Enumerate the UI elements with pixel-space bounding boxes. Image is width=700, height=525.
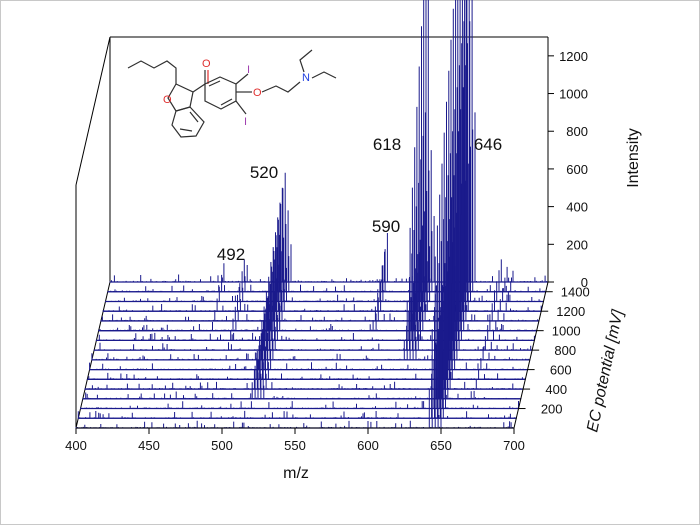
iodine-bond-bottom (235, 100, 247, 115)
atom-i-bottom: I (244, 116, 247, 128)
x-tick-label: 400 (65, 438, 87, 453)
potential-tick-label: 1200 (556, 304, 585, 319)
intensity-axis-title: Intensity (625, 128, 642, 188)
potential-tick-label: 800 (554, 343, 576, 358)
potential-tick-label: 200 (541, 402, 563, 417)
ether-chain (261, 81, 301, 93)
chart-axes: 400 450 500 550 600 650 700 0 200 400 600 800 1000 12… (65, 37, 590, 453)
intensity-tick-label: 1000 (559, 87, 588, 102)
ethyl-arm-2 (311, 71, 337, 79)
atom-i-top: I (247, 64, 250, 76)
peak-labels: 492 520 590 618 646 (217, 135, 502, 264)
aryl-double-2 (220, 98, 233, 106)
chemical-structure-image (127, 49, 337, 138)
potential-tick-label: 1400 (561, 285, 590, 300)
potential-tick-label: 600 (550, 363, 572, 378)
ethyl-arm-1 (299, 49, 313, 73)
benzo-double-2 (189, 111, 199, 123)
chemical-structure-atoms: O I I O N O (163, 58, 310, 128)
intensity-tick-label: 1200 (559, 49, 588, 64)
iodine-bond-top (235, 73, 249, 85)
intensity-tick-label: 600 (566, 162, 588, 177)
intensity-tick-label: 800 (566, 124, 588, 139)
peak-label-492: 492 (217, 245, 245, 264)
peak-label-590: 590 (372, 217, 400, 236)
intensity-tick-label: 200 (566, 237, 588, 252)
x-tick-label: 500 (211, 438, 233, 453)
aryl-ring (204, 76, 237, 110)
intensity-tick-label: 0 (581, 275, 588, 290)
atom-o-ether: O (253, 87, 262, 99)
x-tick-label: 700 (503, 438, 525, 453)
potential-tick-label: 1000 (552, 324, 581, 339)
potential-axis-line (513, 281, 549, 429)
peak-label-520: 520 (250, 163, 278, 182)
x-tick-label: 650 (430, 438, 452, 453)
potential-axis-title: EC potential [mV] (584, 308, 627, 434)
atom-o-furan: O (163, 94, 172, 106)
x-axis-title: m/z (283, 465, 309, 482)
x-tick-label: 600 (357, 438, 379, 453)
benzo-ring (171, 106, 205, 138)
peak-label-618: 618 (373, 135, 401, 154)
intensity-tick-label: 400 (566, 200, 588, 215)
benzo-double-1 (179, 128, 193, 132)
aryl-double-1 (208, 80, 221, 87)
carbonyl-link (192, 83, 206, 93)
depth-bottom-edge (75, 281, 111, 429)
butyl-chain (127, 60, 177, 84)
peak-label-646: 646 (474, 135, 502, 154)
atom-o-ketone: O (202, 58, 211, 70)
x-tick-label: 450 (138, 438, 160, 453)
atom-n: N (302, 72, 310, 84)
depth-top-edge (75, 36, 111, 186)
x-tick-label: 550 (284, 438, 306, 453)
potential-tick-label: 400 (545, 382, 567, 397)
